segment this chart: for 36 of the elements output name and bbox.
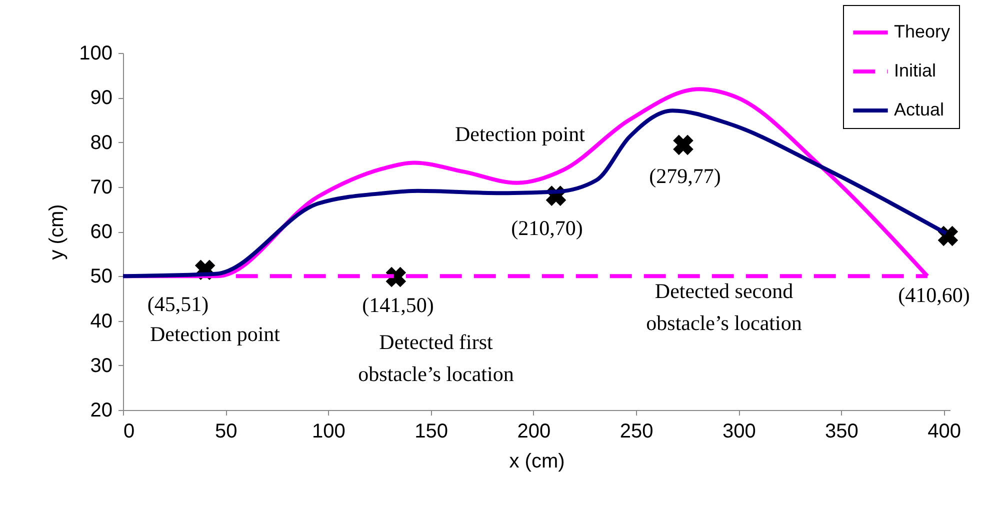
y-axis-title: y (cm) — [46, 204, 68, 260]
y-tick-label: 90 — [90, 87, 112, 110]
y-tick-label: 50 — [90, 266, 112, 288]
annotation: (410,60) — [898, 283, 970, 307]
annotation: (279,77) — [649, 164, 721, 188]
x-tick-label: 350 — [825, 420, 858, 442]
x-tick-label: 150 — [414, 420, 448, 442]
annotation: Detection point — [150, 322, 280, 346]
legend-label: Theory — [894, 22, 950, 42]
legend-label: Initial — [894, 60, 936, 80]
annotation: (210,70) — [511, 216, 583, 240]
y-tick-label: 40 — [90, 310, 112, 332]
x-tick-label: 250 — [620, 420, 654, 442]
point — [386, 266, 406, 288]
legend-label: Actual — [894, 100, 944, 120]
annotation: Detected second — [654, 279, 794, 303]
x-axis-title: x (cm) — [509, 450, 565, 472]
y-tick-label: 100 — [79, 42, 112, 64]
annotation: (45,51) — [147, 292, 209, 316]
y-tick-label: 30 — [90, 354, 112, 377]
y-tick-label: 60 — [90, 221, 112, 243]
x-tick-label: 300 — [722, 420, 756, 442]
y-tick-label: 20 — [90, 400, 112, 422]
annotation: Detection point — [454, 122, 586, 146]
annotation: Detected first — [379, 330, 494, 354]
y-tick-label: 80 — [90, 132, 112, 154]
x-tick-label: 100 — [312, 420, 346, 442]
x-tick-label: 50 — [214, 420, 238, 442]
x-tick-label: 200 — [517, 420, 551, 442]
annotation: obstacle’s location — [358, 362, 514, 386]
annotation: (141,50) — [362, 293, 434, 317]
annotation: obstacle’s location — [646, 311, 802, 335]
y-tick-label: 70 — [90, 176, 112, 198]
point — [673, 134, 694, 156]
x-tick-label: 0 — [124, 420, 135, 442]
x-tick-label: 400 — [928, 420, 962, 442]
